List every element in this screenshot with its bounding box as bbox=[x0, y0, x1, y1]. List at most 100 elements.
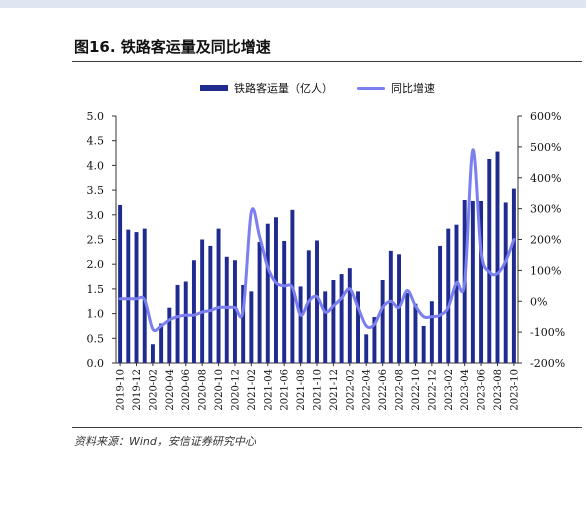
x-tick-label: 2021-04 bbox=[263, 369, 274, 411]
legend-bar-swatch bbox=[200, 85, 228, 91]
x-tick-label: 2022-10 bbox=[411, 369, 422, 411]
bar-volume bbox=[429, 301, 434, 363]
bar-volume bbox=[503, 202, 508, 363]
bar-volume bbox=[282, 240, 287, 363]
x-tick-label: 2023-04 bbox=[460, 369, 471, 411]
bar-volume bbox=[479, 200, 484, 363]
y-left-tick-label: 3.5 bbox=[87, 184, 105, 197]
bar-volume bbox=[405, 292, 410, 363]
bar-volume bbox=[347, 268, 352, 363]
source-note: 资料来源：Wind，安信证券研究中心 bbox=[74, 435, 256, 448]
figure-title: 图16. 铁路客运量及同比增速 bbox=[74, 38, 271, 56]
x-tick-label: 2023-08 bbox=[493, 369, 504, 411]
chart-legend: 铁路客运量（亿人） 同比增速 bbox=[200, 80, 459, 96]
bar-volume bbox=[323, 291, 328, 363]
bar-volume bbox=[413, 303, 418, 363]
x-tick-label: 2023-02 bbox=[444, 369, 455, 411]
y-right-tick-label: -200% bbox=[530, 357, 565, 370]
x-tick-label: 2020-02 bbox=[148, 369, 159, 411]
bar-volume bbox=[167, 307, 172, 363]
bar-volume bbox=[495, 151, 500, 363]
bar-volume bbox=[487, 158, 492, 363]
y-right-tick-label: -100% bbox=[530, 326, 565, 339]
source-rule bbox=[72, 427, 582, 428]
x-tick-label: 2019-12 bbox=[132, 369, 143, 411]
x-tick-label: 2022-12 bbox=[427, 369, 438, 411]
x-tick-label: 2020-08 bbox=[198, 369, 209, 411]
bar-volume bbox=[191, 260, 196, 363]
x-tick-label: 2020-06 bbox=[181, 369, 192, 411]
x-tick-label: 2021-10 bbox=[313, 369, 324, 411]
bar-volume bbox=[315, 240, 319, 363]
line-growth bbox=[118, 148, 516, 333]
bar-volume bbox=[224, 256, 229, 363]
x-tick-label: 2021-08 bbox=[296, 369, 307, 411]
y-left-tick-label: 3.0 bbox=[87, 209, 105, 222]
bar-volume bbox=[356, 291, 360, 363]
legend-item-growth: 同比增速 bbox=[357, 80, 435, 96]
y-right-tick-label: 100% bbox=[530, 264, 561, 277]
y-left-tick-label: 2.5 bbox=[87, 234, 105, 247]
x-tick-label: 2021-06 bbox=[280, 369, 291, 411]
x-tick-label: 2020-10 bbox=[214, 369, 225, 411]
bar-volume bbox=[470, 200, 475, 363]
y-left-tick-label: 1.5 bbox=[87, 283, 105, 296]
y-right-tick-label: 400% bbox=[530, 172, 561, 185]
legend-item-volume: 铁路客运量（亿人） bbox=[200, 80, 333, 96]
bar-volume bbox=[126, 229, 131, 363]
y-left-tick-label: 0.0 bbox=[87, 357, 105, 370]
bar-volume bbox=[339, 274, 344, 363]
bar-volume bbox=[298, 286, 303, 363]
bar-volume bbox=[511, 188, 516, 363]
x-tick-label: 2021-12 bbox=[329, 369, 340, 411]
bar-volume bbox=[200, 239, 205, 363]
bar-volume bbox=[150, 344, 155, 363]
bar-volume bbox=[454, 224, 459, 363]
bar-volume bbox=[306, 250, 311, 363]
bar-volume bbox=[183, 281, 188, 363]
y-right-tick-label: 300% bbox=[530, 203, 561, 216]
bar-volume bbox=[265, 223, 270, 363]
bar-volume bbox=[159, 323, 164, 363]
x-tick-label: 2023-10 bbox=[509, 369, 520, 411]
bar-volume bbox=[232, 260, 237, 363]
bar-volume bbox=[364, 334, 369, 363]
y-left-tick-label: 5.0 bbox=[87, 110, 105, 123]
y-right-tick-label: 500% bbox=[530, 141, 561, 154]
bar-volume bbox=[118, 204, 123, 363]
bar-volume bbox=[241, 284, 246, 363]
x-tick-label: 2022-04 bbox=[362, 369, 373, 411]
x-tick-label: 2021-02 bbox=[247, 369, 258, 411]
bar-volume bbox=[331, 280, 336, 363]
y-left-tick-label: 2.0 bbox=[87, 258, 105, 271]
bar-volume bbox=[249, 291, 254, 363]
x-tick-label: 2020-12 bbox=[230, 369, 241, 411]
bar-volume bbox=[372, 317, 377, 363]
y-left-tick-label: 4.5 bbox=[87, 135, 105, 148]
legend-label-volume: 铁路客运量（亿人） bbox=[234, 82, 333, 95]
legend-label-growth: 同比增速 bbox=[391, 82, 435, 95]
bar-volume bbox=[175, 284, 180, 363]
y-right-tick-label: 200% bbox=[530, 234, 561, 247]
legend-line-swatch bbox=[357, 86, 385, 90]
x-tick-label: 2020-04 bbox=[165, 369, 176, 411]
x-tick-label: 2023-06 bbox=[477, 369, 488, 411]
y-right-tick-label: 0% bbox=[530, 295, 547, 308]
y-left-tick-label: 4.0 bbox=[87, 159, 105, 172]
bar-volume bbox=[216, 228, 221, 363]
y-right-tick-label: 600% bbox=[530, 110, 561, 123]
bar-volume bbox=[388, 250, 393, 363]
bar-volume bbox=[446, 228, 451, 363]
y-left-tick-label: 1.0 bbox=[87, 308, 105, 321]
bar-volume bbox=[438, 245, 443, 363]
bar-volume bbox=[421, 325, 426, 363]
title-rule bbox=[72, 61, 582, 62]
bar-volume bbox=[142, 228, 147, 363]
top-band bbox=[0, 0, 586, 8]
x-tick-label: 2022-08 bbox=[395, 369, 406, 411]
x-tick-label: 2022-02 bbox=[345, 369, 356, 411]
bar-volume bbox=[274, 217, 278, 363]
x-tick-label: 2019-10 bbox=[116, 369, 127, 411]
bar-volume bbox=[208, 245, 213, 363]
